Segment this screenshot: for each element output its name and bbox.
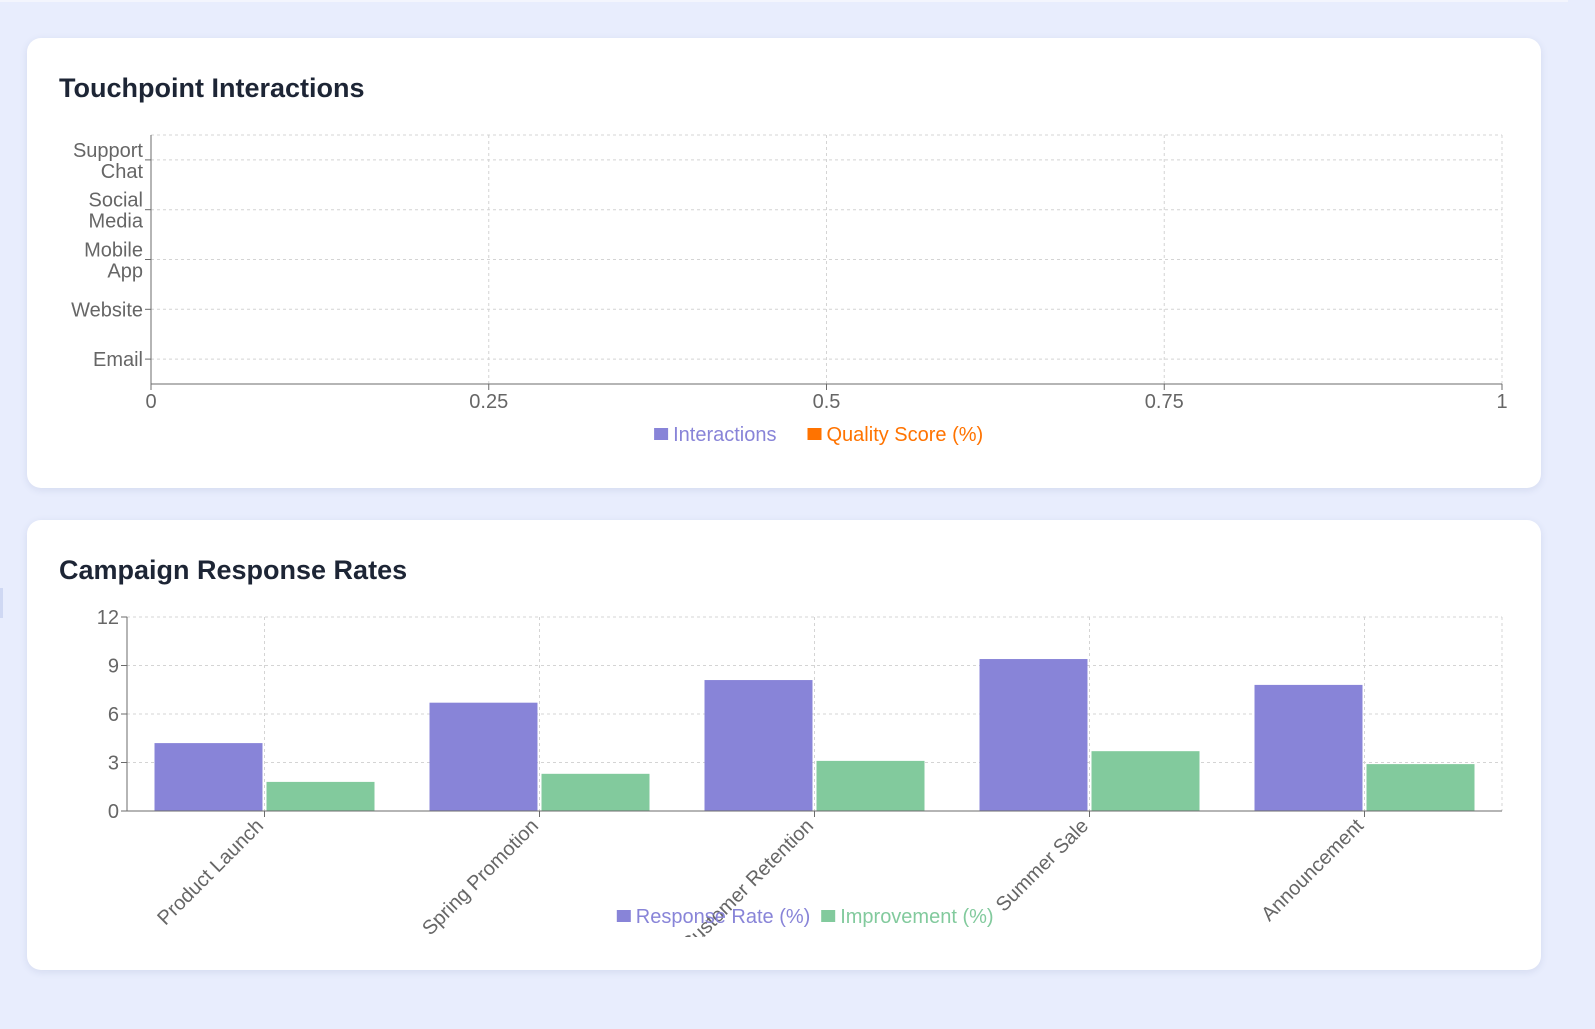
- x-tick-labels: Product Launch Spring Promotion Customer R…: [153, 815, 1368, 956]
- campaign-response-rates-card: Campaign Response Rates 0 3 6 9 12 Product La…: [27, 520, 1541, 970]
- bar-improvement-spring-promotion: [541, 773, 650, 811]
- legend-label-improvement: Improvement (%): [840, 906, 993, 928]
- y-tick-label-website: Website: [71, 299, 143, 321]
- y-tick-label: 6: [108, 704, 119, 726]
- x-tick-label-summer-sale: Summer Sale: [992, 815, 1093, 916]
- y-tick-label: 0: [108, 801, 119, 823]
- x-tick-label: 0.5: [813, 391, 841, 413]
- bar-improvement-announcement: [1366, 764, 1475, 811]
- x-tick-label: 0: [145, 391, 156, 413]
- y-tick-label-email: Email: [93, 349, 143, 371]
- bar-response-rate-announcement: [1254, 684, 1363, 811]
- bar-improvement-summer-sale: [1091, 751, 1200, 811]
- x-tick-label-announcement: Announcement: [1257, 815, 1368, 926]
- bar-response-rate-spring-promotion: [429, 702, 538, 811]
- y-tick-label: 3: [108, 753, 119, 775]
- left-edge-tab: [0, 588, 3, 618]
- bar-response-rate-customer-retention: [704, 680, 813, 811]
- legend-swatch-interactions: [654, 428, 669, 440]
- top-strip: [0, 0, 1568, 2]
- x-tick-label: 0.75: [1145, 391, 1184, 413]
- touchpoint-interactions-chart: 0 0.25 0.5 0.75 1 Email Website Mobile App Social…: [71, 134, 1508, 446]
- legend: Interactions Quality Score (%): [654, 424, 983, 446]
- x-tick-label-customer-retention: Customer Retention: [677, 815, 818, 956]
- bar-improvement-customer-retention: [816, 760, 925, 811]
- bar-response-rate-product-launch: [154, 743, 263, 811]
- legend-swatch-improvement: [821, 910, 836, 922]
- legend-label-quality-score: Quality Score (%): [827, 424, 984, 446]
- x-tick-label: 0.25: [469, 391, 508, 413]
- legend-swatch-response-rate: [616, 910, 631, 922]
- bar-improvement-product-launch: [266, 781, 375, 811]
- bar-response-rate-summer-sale: [979, 659, 1088, 811]
- x-tick-label-product-launch: Product Launch: [153, 815, 268, 930]
- legend-label-interactions: Interactions: [673, 424, 776, 446]
- y-tick-label-social-media: Social Media: [89, 190, 144, 233]
- x-tick-label-spring-promotion: Spring Promotion: [418, 815, 543, 940]
- legend-swatch-quality-score: [807, 428, 822, 440]
- legend-label-response-rate: Response Rate (%): [636, 906, 811, 928]
- y-tick-label-mobile-app: Mobile App: [84, 240, 143, 283]
- grid: [150, 134, 1503, 384]
- touchpoint-interactions-title: Touchpoint Interactions: [59, 73, 365, 103]
- y-tick-label: 12: [97, 607, 119, 629]
- y-tick-label: 9: [108, 656, 119, 678]
- campaign-response-rates-title: Campaign Response Rates: [59, 555, 408, 585]
- legend: Response Rate (%) Improvement (%): [616, 906, 994, 928]
- touchpoint-interactions-card: Touchpoint Interactions 0 0.25 0.5 0.75 1 Ema…: [27, 38, 1541, 488]
- x-tick-label: 1: [1496, 391, 1507, 413]
- y-tick-label-support-chat: Support Chat: [73, 140, 144, 183]
- campaign-response-rates-chart: 0 3 6 9 12 Product Launch Spring Promotion Cust…: [97, 607, 1503, 956]
